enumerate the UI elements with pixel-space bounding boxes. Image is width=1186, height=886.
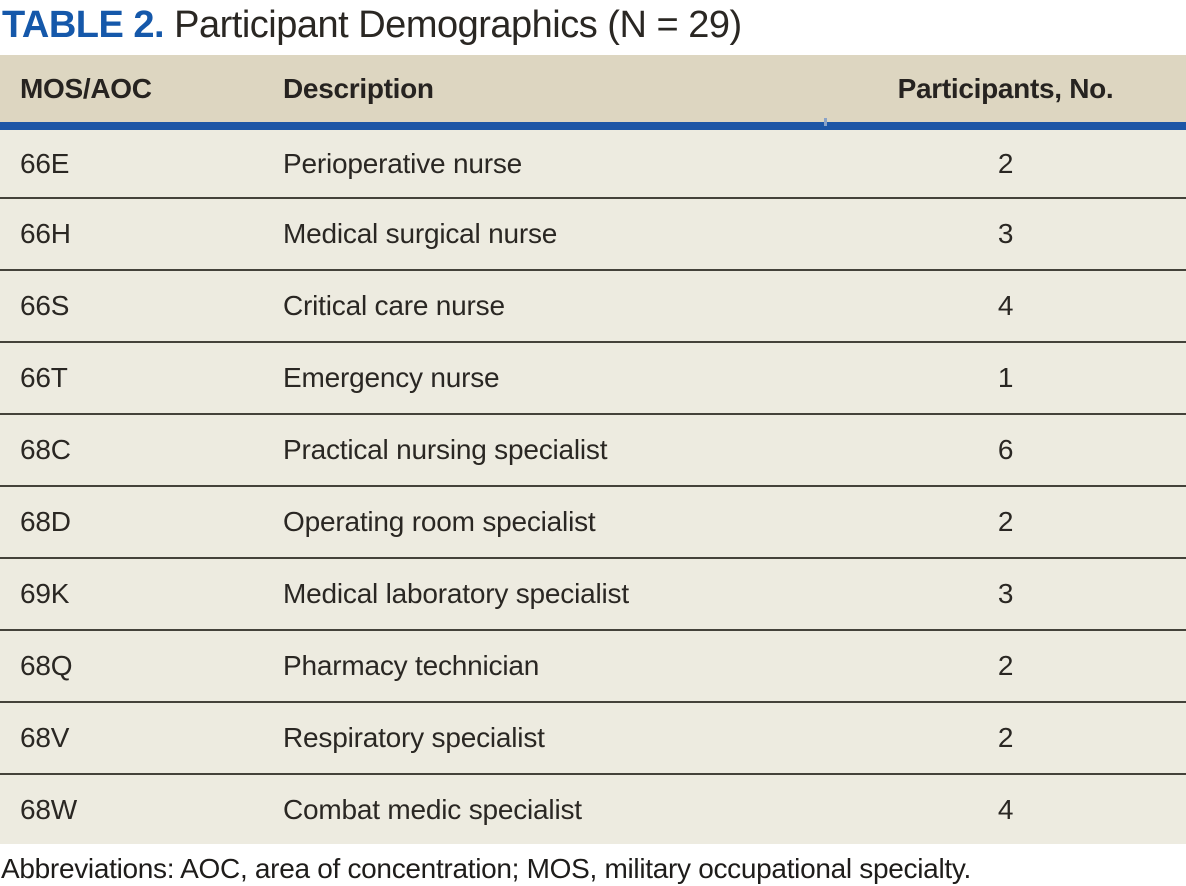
table-title-text: Participant Demographics (N = 29) xyxy=(164,4,742,46)
participants-cell: 2 xyxy=(825,630,1186,703)
mos-aoc-cell: 68W xyxy=(0,774,283,844)
table-row: 68D Operating room specialist 2 xyxy=(0,486,1186,559)
participants-cell: 4 xyxy=(825,774,1186,844)
description-cell: Emergency nurse xyxy=(283,342,825,415)
mos-aoc-cell: 66S xyxy=(0,270,283,343)
table-row: 68W Combat medic specialist 4 xyxy=(0,774,1186,844)
table-header-row: MOS/AOC Description Participants, No. xyxy=(0,55,1186,130)
column-header-description: Description xyxy=(283,55,825,130)
mos-aoc-cell: 68C xyxy=(0,414,283,487)
table-header: MOS/AOC Description Participants, No. xyxy=(0,55,1186,130)
participants-cell: 1 xyxy=(825,342,1186,415)
mos-aoc-cell: 68D xyxy=(0,486,283,559)
header-rule-notch xyxy=(824,118,827,126)
mos-aoc-cell: 66T xyxy=(0,342,283,415)
description-cell: Medical surgical nurse xyxy=(283,198,825,271)
column-header-mos-aoc: MOS/AOC xyxy=(0,55,283,130)
description-cell: Practical nursing specialist xyxy=(283,414,825,487)
table-row: 66T Emergency nurse 1 xyxy=(0,342,1186,415)
table-row: 69K Medical laboratory specialist 3 xyxy=(0,558,1186,631)
participants-cell: 2 xyxy=(825,126,1186,199)
description-cell: Respiratory specialist xyxy=(283,702,825,775)
description-cell: Perioperative nurse xyxy=(283,126,825,199)
mos-aoc-cell: 69K xyxy=(0,558,283,631)
table-title: TABLE 2. Participant Demographics (N = 2… xyxy=(0,0,1186,55)
table-row: 68Q Pharmacy technician 2 xyxy=(0,630,1186,703)
table-body: 66E Perioperative nurse 2 66H Medical surgic… xyxy=(0,126,1186,844)
table-row: 66H Medical surgical nurse 3 xyxy=(0,198,1186,271)
demographics-table: MOS/AOC Description Participants, No. 66… xyxy=(0,55,1186,844)
description-cell: Combat medic specialist xyxy=(283,774,825,844)
table-row: 68V Respiratory specialist 2 xyxy=(0,702,1186,775)
mos-aoc-cell: 68V xyxy=(0,702,283,775)
mos-aoc-cell: 68Q xyxy=(0,630,283,703)
participants-cell: 4 xyxy=(825,270,1186,343)
description-cell: Operating room specialist xyxy=(283,486,825,559)
participants-cell: 3 xyxy=(825,198,1186,271)
description-cell: Pharmacy technician xyxy=(283,630,825,703)
description-cell: Medical laboratory specialist xyxy=(283,558,825,631)
mos-aoc-cell: 66H xyxy=(0,198,283,271)
table-row: 66E Perioperative nurse 2 xyxy=(0,126,1186,199)
abbreviations-footnote: Abbreviations: AOC, area of concentratio… xyxy=(1,853,971,884)
column-header-participants: Participants, No. xyxy=(825,55,1186,130)
participants-cell: 2 xyxy=(825,486,1186,559)
description-cell: Critical care nurse xyxy=(283,270,825,343)
participants-cell: 6 xyxy=(825,414,1186,487)
participants-cell: 2 xyxy=(825,702,1186,775)
table-title-label: TABLE 2. xyxy=(2,4,165,46)
participants-cell: 3 xyxy=(825,558,1186,631)
table-row: 68C Practical nursing specialist 6 xyxy=(0,414,1186,487)
mos-aoc-cell: 66E xyxy=(0,126,283,199)
table-row: 66S Critical care nurse 4 xyxy=(0,270,1186,343)
